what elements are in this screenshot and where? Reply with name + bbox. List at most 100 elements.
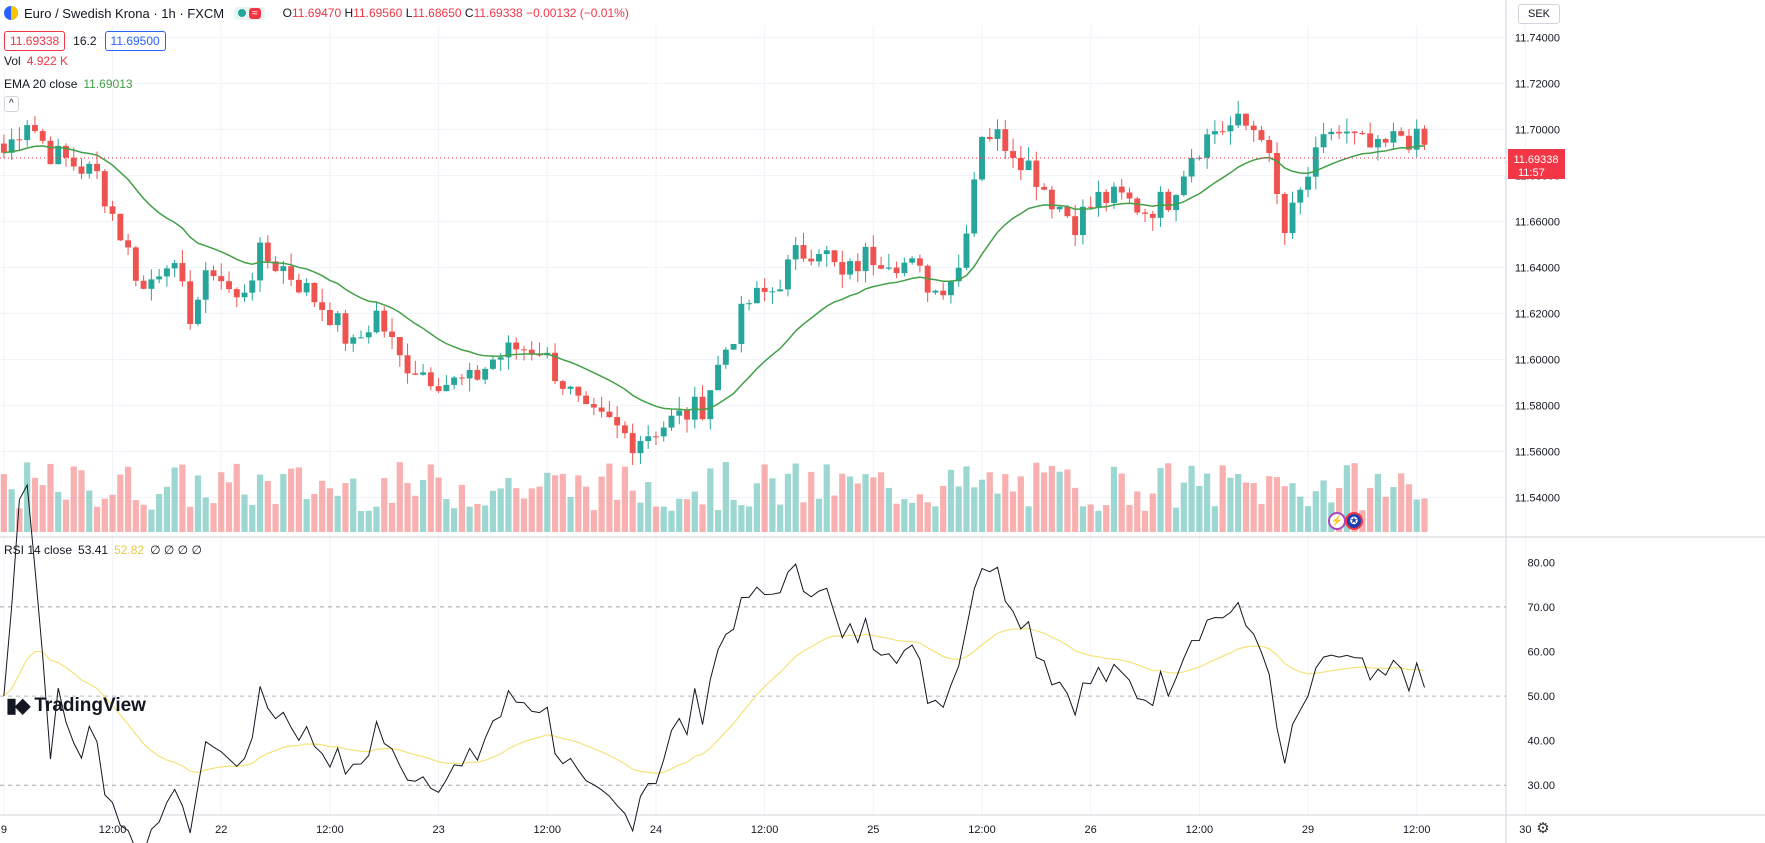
candle-body bbox=[474, 369, 481, 380]
volume-bar bbox=[652, 506, 660, 532]
volume-bar bbox=[668, 510, 675, 532]
candle-body bbox=[598, 407, 605, 412]
candle-body bbox=[78, 166, 85, 174]
volume-bar bbox=[940, 485, 947, 532]
volume-bar bbox=[101, 498, 108, 532]
volume-bar bbox=[691, 491, 698, 532]
volume-bar bbox=[288, 468, 295, 532]
candle-body bbox=[606, 411, 613, 418]
volume-bar bbox=[1134, 491, 1141, 532]
volume-bars bbox=[0, 462, 1428, 532]
candle-body bbox=[109, 206, 116, 214]
eu-flag-icon[interactable]: ✪ bbox=[1345, 512, 1363, 530]
candle-body bbox=[559, 381, 566, 389]
volume-bar bbox=[303, 499, 310, 532]
candlesticks bbox=[0, 100, 1428, 466]
volume-bar bbox=[0, 474, 7, 532]
candle-body bbox=[839, 262, 846, 275]
candle-body bbox=[847, 261, 853, 275]
candle-body bbox=[979, 136, 985, 180]
volume-bar bbox=[1048, 465, 1055, 532]
candle-body bbox=[777, 289, 784, 292]
time-tick-label: 12:00 bbox=[316, 824, 344, 836]
candle-body bbox=[1374, 138, 1381, 148]
volume-bar bbox=[676, 498, 683, 532]
tradingview-watermark[interactable]: ▮◆ TradingView bbox=[6, 694, 146, 718]
candle-body bbox=[195, 299, 201, 324]
volume-bar bbox=[163, 486, 171, 532]
rsi-ma-value: 52.82 bbox=[114, 543, 145, 557]
flash-icon[interactable]: ⚡ bbox=[1328, 512, 1346, 530]
candle-body bbox=[187, 281, 194, 324]
currency-selector[interactable]: SEK bbox=[1518, 4, 1560, 24]
volume-bar bbox=[8, 489, 15, 532]
price-tick-label: 11.70000 bbox=[1515, 125, 1560, 137]
candle-body bbox=[901, 262, 908, 274]
candle-body bbox=[497, 357, 504, 360]
candle-body bbox=[1079, 206, 1086, 236]
candle-body bbox=[505, 342, 512, 358]
ema-legend[interactable]: EMA 20 close 11.69013 bbox=[4, 77, 133, 91]
volume-bar bbox=[947, 469, 955, 532]
candle-body bbox=[241, 292, 248, 298]
candle-body bbox=[521, 349, 527, 351]
tradingview-logo-icon: ▮◆ bbox=[6, 695, 30, 717]
settings-gear-icon[interactable]: ⚙ bbox=[1536, 820, 1550, 837]
collapse-legend-button[interactable]: ^ bbox=[4, 96, 19, 112]
candle-body bbox=[412, 373, 419, 375]
volume-bar bbox=[1087, 504, 1094, 532]
candle-body bbox=[1173, 195, 1180, 211]
volume-bar bbox=[831, 495, 838, 532]
candle-body bbox=[668, 415, 675, 428]
candle-body bbox=[1235, 113, 1242, 126]
rsi-tick-label: 80.00 bbox=[1527, 557, 1555, 569]
candle-body bbox=[1328, 131, 1335, 135]
candle-body bbox=[342, 313, 349, 344]
candle-body bbox=[1351, 131, 1358, 134]
market-status-badge[interactable]: ≈ bbox=[234, 6, 265, 20]
price-tick-label: 11.56000 bbox=[1515, 447, 1560, 459]
candle-body bbox=[816, 254, 822, 262]
time-tick-label: 23 bbox=[432, 824, 444, 836]
volume-bar bbox=[78, 470, 85, 532]
volume-bar bbox=[1219, 465, 1226, 532]
candle-body bbox=[210, 270, 217, 277]
candle-body bbox=[645, 436, 652, 442]
candle-body bbox=[55, 145, 62, 165]
volume-bar bbox=[916, 494, 924, 532]
volume-bar bbox=[280, 473, 287, 532]
sell-button[interactable]: 11.69338 bbox=[4, 31, 66, 51]
flag-icon bbox=[4, 6, 18, 20]
candle-body bbox=[1002, 129, 1009, 152]
rsi-legend[interactable]: RSI 14 close 53.41 52.82 ∅ ∅ ∅ ∅ bbox=[4, 543, 202, 557]
volume-legend[interactable]: Vol 4.922 K bbox=[4, 54, 69, 68]
price-axis[interactable]: 11.7400011.7200011.7000011.6800011.66000… bbox=[1515, 33, 1560, 505]
candle-body bbox=[140, 280, 147, 289]
candle-body bbox=[878, 265, 885, 269]
candle-body bbox=[0, 143, 7, 153]
candle-body bbox=[653, 436, 659, 438]
candle-body bbox=[373, 310, 380, 333]
candle-body bbox=[792, 245, 799, 260]
rsi-axis[interactable]: 80.00 70.00 60.00 50.00 40.00 30.00 bbox=[1527, 557, 1555, 792]
symbol-title[interactable]: Euro / Swedish Krona · 1h · FXCM bbox=[24, 5, 225, 21]
symbol-header[interactable]: Euro / Swedish Krona · 1h · FXCM ≈ O11.6… bbox=[0, 0, 629, 26]
volume-bar bbox=[1009, 491, 1017, 532]
volume-bar bbox=[404, 483, 411, 532]
volume-bar bbox=[1149, 493, 1156, 532]
candle-body bbox=[443, 384, 450, 392]
volume-bar bbox=[1374, 473, 1382, 532]
time-axis[interactable]: 9 12:00 22 12:00 23 12:00 24 12:00 25 12:00 26 12:0… bbox=[1, 824, 1532, 836]
candle-body bbox=[1390, 131, 1397, 143]
volume-bar bbox=[1320, 480, 1327, 532]
volume-bar bbox=[800, 502, 807, 532]
volume-bar bbox=[1079, 506, 1087, 532]
candle-body bbox=[163, 268, 170, 277]
volume-bar bbox=[901, 499, 908, 532]
buy-button[interactable]: 11.69500 bbox=[104, 31, 166, 51]
volume-bar bbox=[55, 491, 62, 532]
candle-body bbox=[280, 266, 287, 272]
volume-bar bbox=[1421, 498, 1428, 532]
